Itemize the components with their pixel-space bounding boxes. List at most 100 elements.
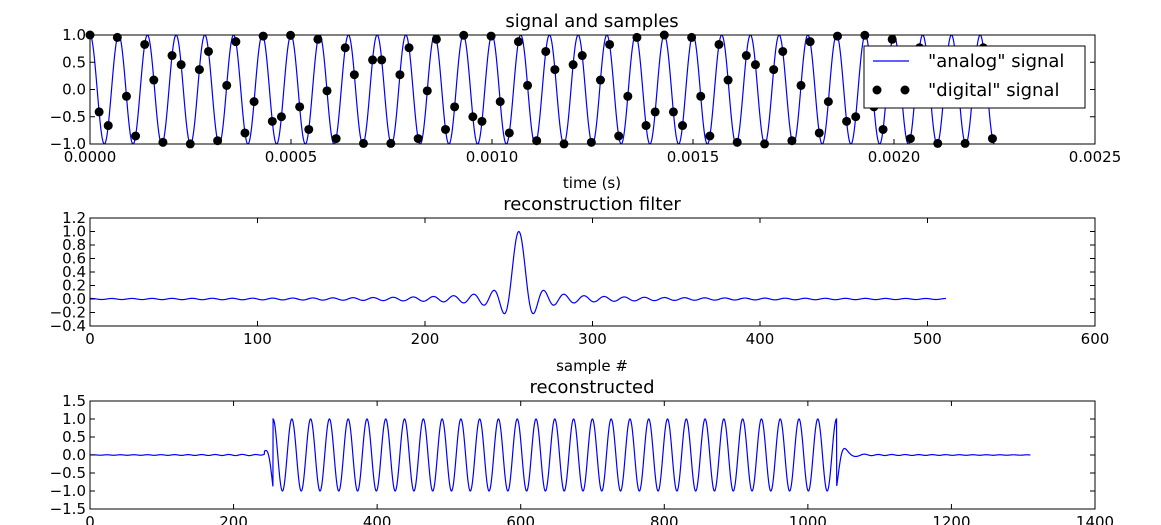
- subplot-signal-and-samples: signal and samples 0.0000 0.0005 0.0010 0.0…: [50, 11, 1122, 192]
- sample-point: [158, 137, 168, 147]
- sample-point: [668, 107, 678, 117]
- legend-label-digital: "digital" signal: [928, 80, 1059, 101]
- x-tick-label: 0.0005: [265, 148, 318, 166]
- sample-point: [231, 37, 241, 47]
- sample-point: [678, 121, 688, 131]
- x-tick-label: 0.0000: [64, 148, 117, 166]
- sample-point: [422, 86, 432, 96]
- y-tick-label: 0.2: [62, 277, 86, 295]
- sample-point: [331, 134, 341, 144]
- subplot-reconstructed: reconstructed 0 200 400 600 800 1000 1200 1400 −…: [50, 377, 1115, 525]
- sample-point: [222, 80, 232, 90]
- sample-point: [112, 32, 122, 42]
- sample-point: [623, 91, 633, 101]
- sample-point: [340, 43, 350, 53]
- sample-point: [723, 75, 733, 85]
- sample-point: [705, 131, 715, 141]
- x-axis-label: time (s): [563, 174, 621, 192]
- x-tick-label: 100: [243, 330, 272, 348]
- sample-point: [495, 97, 505, 107]
- sample-point: [486, 31, 496, 41]
- sample-point: [404, 43, 414, 53]
- sample-point: [204, 46, 214, 56]
- x-tick-label: 0.0015: [667, 148, 720, 166]
- y-tick-label: 1.0: [62, 26, 86, 44]
- sample-point: [878, 124, 888, 134]
- sample-point: [313, 34, 323, 44]
- y-tick-label: 0.5: [62, 53, 86, 71]
- sample-point: [358, 138, 368, 148]
- sample-point: [149, 75, 159, 85]
- sample-point: [213, 136, 223, 146]
- legend-box: [863, 45, 1086, 109]
- sample-point: [513, 37, 523, 47]
- x-tick-label: 400: [363, 513, 392, 525]
- legend-marker-digital: [872, 85, 882, 95]
- y-tick-label: −0.2: [50, 304, 86, 322]
- sample-point: [94, 107, 104, 117]
- sample-point: [167, 51, 177, 61]
- sample-point: [413, 134, 423, 144]
- sample-point: [769, 65, 779, 75]
- sample-point: [814, 128, 824, 138]
- sample-point: [887, 34, 897, 44]
- x-tick-label: 0: [85, 330, 95, 348]
- sample-point: [295, 102, 305, 112]
- sample-point: [750, 60, 760, 70]
- sample-point: [322, 86, 332, 96]
- sample-point: [586, 137, 596, 147]
- sample-point: [851, 112, 861, 122]
- sample-point: [605, 39, 615, 49]
- y-tick-label: −1.0: [50, 135, 86, 153]
- sample-point: [550, 65, 560, 75]
- x-tick-label: 400: [746, 330, 775, 348]
- x-tick-label: 200: [219, 513, 248, 525]
- sample-point: [541, 46, 551, 56]
- series-line-filter: [90, 230, 946, 315]
- plot-frame: [89, 34, 1096, 145]
- x-axis-label: sample #: [556, 357, 628, 375]
- sample-point: [194, 65, 204, 75]
- y-tick-label: 1.2: [62, 209, 86, 227]
- x-tick-label: 1000: [789, 513, 827, 525]
- y-tick-label: 0.8: [62, 236, 86, 254]
- sample-point: [386, 138, 396, 148]
- x-tick-label: 0.0010: [466, 148, 519, 166]
- sample-point: [532, 136, 542, 146]
- sample-point: [368, 55, 378, 65]
- subplot-reconstruction-filter: reconstruction filter 0 100 200 300 400 500 60…: [50, 194, 1110, 375]
- sample-point: [258, 31, 268, 41]
- y-tick-label: 1.5: [62, 392, 86, 410]
- y-tick-label: −0.4: [50, 317, 86, 335]
- sample-point: [568, 60, 578, 70]
- x-tick-label: 0.0020: [868, 148, 921, 166]
- sample-point: [477, 116, 487, 126]
- sample-point: [741, 51, 751, 61]
- y-tick-label: −1.5: [50, 500, 86, 518]
- y-tick-label: 0.0: [62, 81, 86, 99]
- sample-point: [842, 116, 852, 126]
- sample-point: [933, 138, 943, 148]
- x-tick-label: 1200: [932, 513, 970, 525]
- sample-point: [140, 39, 150, 49]
- y-tick-label: 0.0: [62, 290, 86, 308]
- sample-point: [714, 39, 724, 49]
- sample-point: [823, 97, 833, 107]
- y-tick-label: 0.5: [62, 428, 86, 446]
- x-tick-label: 200: [411, 330, 440, 348]
- x-tick-label: 500: [913, 330, 942, 348]
- sample-point: [732, 137, 742, 147]
- y-tick-label: −1.0: [50, 482, 86, 500]
- y-tick-label: 0.0: [62, 446, 86, 464]
- y-tick-label: 1.0: [62, 410, 86, 428]
- plot-frame: [89, 217, 1096, 327]
- chart-title: reconstruction filter: [503, 194, 681, 215]
- sample-point: [450, 102, 460, 112]
- x-tick-label: 600: [506, 513, 535, 525]
- sample-point: [832, 31, 842, 41]
- sample-point: [468, 112, 478, 122]
- chart-title: reconstructed: [529, 377, 654, 398]
- sample-point: [377, 55, 387, 65]
- y-tick-label: 0.4: [62, 263, 86, 281]
- sample-point: [987, 134, 997, 144]
